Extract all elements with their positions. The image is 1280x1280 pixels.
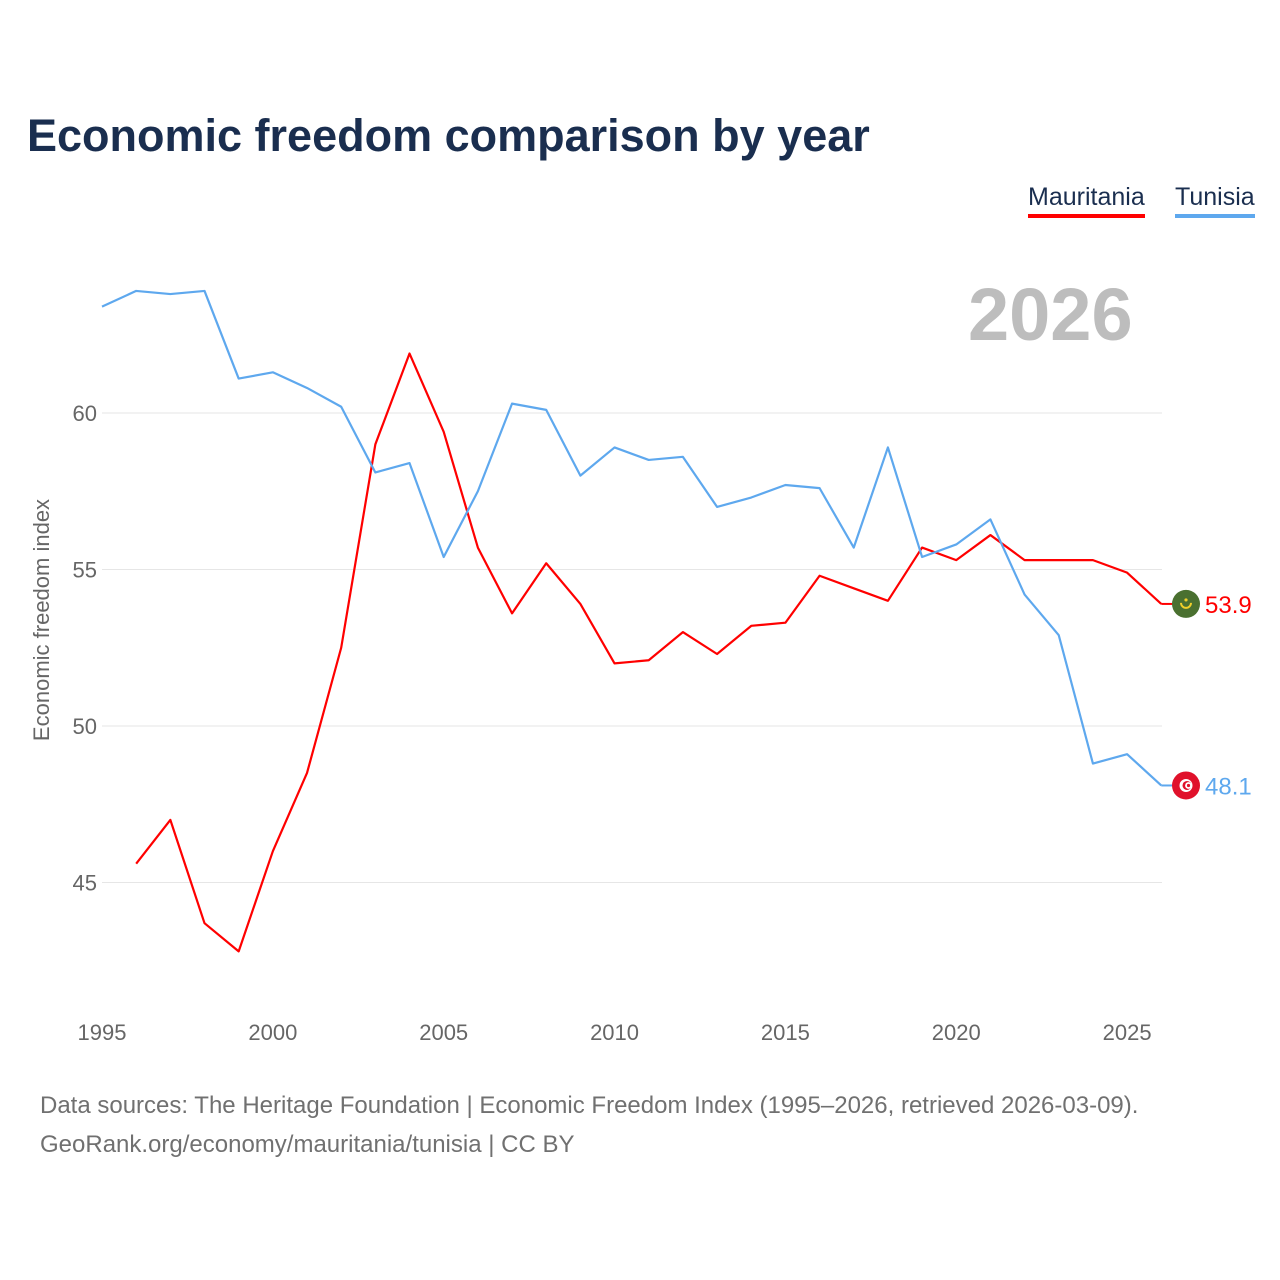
- x-tick-label: 2015: [761, 1020, 810, 1045]
- current-year-label: 2026: [968, 273, 1133, 356]
- x-tick-label: 2020: [932, 1020, 981, 1045]
- series-line-mauritania: [135, 352, 1163, 953]
- chart-title: Economic freedom comparison by year: [27, 110, 870, 161]
- end-value-label-mauritania: 53.9: [1205, 592, 1252, 619]
- x-tick-label: 2005: [419, 1020, 468, 1045]
- footer: Data sources: The Heritage Foundation | …: [40, 1086, 1138, 1164]
- star-icon: [1186, 783, 1191, 788]
- x-tick-label: 1995: [78, 1020, 127, 1045]
- x-tick-label: 2000: [248, 1020, 297, 1045]
- y-tick-label: 50: [73, 714, 97, 739]
- y-tick-label: 55: [73, 558, 97, 583]
- crescent-icon: [1180, 602, 1192, 609]
- star-icon: [1184, 598, 1188, 602]
- series-line-tunisia: [101, 289, 1163, 787]
- y-tick-label: 45: [73, 871, 97, 896]
- legend-tunisia[interactable]: Tunisia: [1175, 183, 1255, 218]
- data-source-text: Data sources: The Heritage Foundation | …: [40, 1092, 1139, 1119]
- x-tick-label: 2010: [590, 1020, 639, 1045]
- y-tick-label: 60: [73, 401, 97, 426]
- mauritania-flag-icon: [1172, 589, 1200, 618]
- end-value-label-tunisia: 48.1: [1205, 773, 1252, 800]
- x-tick-label: 2025: [1103, 1020, 1152, 1045]
- legend-mauritania[interactable]: Mauritania: [1028, 183, 1145, 218]
- source-link[interactable]: GeoRank.org/economy/mauritania/tunisia |…: [40, 1131, 575, 1158]
